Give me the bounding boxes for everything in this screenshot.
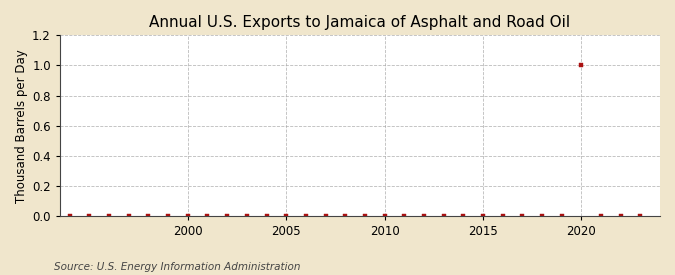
Y-axis label: Thousand Barrels per Day: Thousand Barrels per Day — [15, 49, 28, 202]
Title: Annual U.S. Exports to Jamaica of Asphalt and Road Oil: Annual U.S. Exports to Jamaica of Asphal… — [149, 15, 570, 30]
Text: Source: U.S. Energy Information Administration: Source: U.S. Energy Information Administ… — [54, 262, 300, 271]
